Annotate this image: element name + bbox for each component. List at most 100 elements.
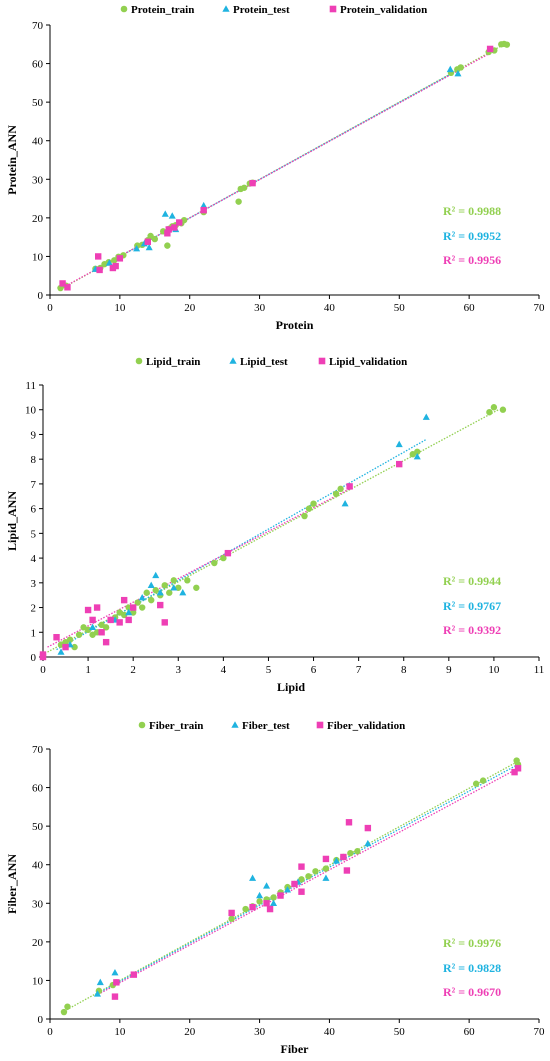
lipid-train-point	[71, 643, 78, 651]
fiber-validation-point	[514, 765, 522, 772]
lipid-validation-point	[125, 616, 132, 624]
fiber-test-point	[93, 990, 102, 997]
lipid-y-tick-label: 0	[31, 652, 37, 664]
fiber-y-tick-label: 30	[32, 898, 44, 910]
fiber-validation-point	[298, 888, 305, 895]
lipid-y-tick-label: 3	[31, 578, 37, 590]
protein-test-trendline	[95, 67, 463, 271]
protein-test-point	[145, 243, 153, 251]
fiber-y-tick-label: 50	[32, 821, 44, 833]
lipid-validation-point	[53, 634, 60, 641]
protein-validation-point	[486, 45, 494, 53]
protein-train-point	[457, 64, 464, 71]
lipid-x-tick-label: 0	[40, 664, 46, 676]
protein-x-tick-label: 20	[184, 302, 196, 314]
protein-y-tick-label: 60	[32, 59, 44, 71]
lipid-train-point	[301, 512, 308, 520]
fiber-x-tick-label: 70	[534, 1026, 546, 1038]
lipid-test-point	[147, 581, 155, 589]
lipid-validation-point	[39, 651, 47, 658]
fiber-validation-point	[277, 892, 284, 899]
lipid-x-tick-label: 5	[266, 664, 272, 676]
lipid-train-point	[152, 587, 159, 594]
lipid-validation-trendline	[47, 488, 350, 648]
fiber-x-tick-label: 0	[47, 1026, 53, 1038]
fiber-legend-test-marker	[231, 721, 239, 728]
fiber-legend-train: Fiber_train	[149, 720, 203, 732]
fiber-test-point	[322, 874, 330, 881]
lipid-y-tick-label: 4	[31, 553, 37, 565]
fiber-test-point	[263, 882, 271, 889]
lipid-train-point	[120, 611, 128, 619]
protein-y-axis-label: Protein_ANN	[5, 125, 19, 195]
fiber-test-point	[256, 891, 264, 899]
lipid-train-point	[166, 589, 173, 596]
protein-validation-point	[164, 230, 171, 237]
fiber-y-tick-label: 40	[32, 860, 44, 872]
fiber-test-point	[332, 857, 340, 864]
lipid-train-point	[310, 500, 317, 507]
lipid-validation-point	[107, 616, 114, 624]
lipid-train-point	[414, 448, 421, 455]
fiber-train-point	[347, 849, 354, 857]
lipid-x-tick-label: 7	[356, 664, 362, 676]
lipid-validation-point	[161, 619, 168, 626]
lipid-x-tick-label: 8	[401, 664, 407, 676]
lipid-train-point	[143, 589, 150, 596]
lipid-test-point	[138, 593, 146, 601]
fiber-train-trendline	[63, 760, 519, 1012]
lipid-y-tick-label: 6	[31, 504, 37, 516]
fiber-validation-point	[340, 853, 347, 861]
fiber-chart: 0 10 20 30 40 50 60 70 0 10 20 30 40 50 60 70 Fiber Fiber…	[5, 720, 545, 1056]
protein-x-tick-label: 70	[534, 302, 546, 314]
fiber-validation-point	[113, 979, 120, 986]
protein-test-point	[200, 201, 208, 209]
lipid-train-point	[66, 636, 74, 643]
lipid-legend-train: Lipid_train	[146, 356, 200, 368]
fiber-train-point	[322, 865, 330, 872]
fiber-test-trendline	[95, 763, 519, 996]
lipid-test-point	[156, 589, 164, 596]
fiber-y-tick-label: 10	[32, 975, 44, 987]
lipid-train-point	[211, 559, 218, 567]
lipid-test-point	[89, 623, 97, 631]
protein-legend-test-marker	[222, 5, 230, 12]
fiber-y-tick-label: 0	[38, 1014, 44, 1026]
lipid-train-point	[499, 406, 507, 413]
protein-train-point	[241, 184, 248, 191]
lipid-train-point	[332, 490, 340, 497]
fiber-validation-point	[228, 909, 235, 917]
fiber-x-tick-label: 20	[184, 1026, 196, 1038]
lipid-train-point	[148, 596, 155, 604]
lipid-train-point	[337, 485, 344, 493]
protein-r2-validation: R² = 0.9956	[443, 253, 501, 267]
protein-x-tick-label: 10	[114, 302, 126, 314]
protein-validation-point	[144, 238, 151, 245]
protein-y-tick-label: 40	[32, 136, 44, 148]
lipid-train-point	[134, 599, 141, 606]
lipid-y-tick-label: 2	[31, 603, 37, 615]
lipid-legend-train-marker	[135, 357, 143, 365]
fiber-test-point	[96, 978, 104, 986]
lipid-y-axis-label: Lipid_ANN	[5, 491, 19, 551]
fiber-train-point	[270, 894, 277, 901]
fiber-test-point	[111, 969, 119, 976]
fiber-train-point	[256, 898, 263, 905]
fiber-train-point	[298, 876, 305, 883]
protein-legend-validation: Protein_validation	[340, 4, 427, 16]
protein-validation-point	[165, 226, 172, 233]
protein-legend-train: Protein_train	[131, 4, 194, 16]
lipid-validation-point	[93, 604, 101, 611]
lipid-train-point	[139, 604, 146, 611]
protein-legend-validation-marker	[329, 5, 337, 13]
fiber-train-point	[354, 848, 361, 855]
protein-test-point	[105, 259, 113, 266]
lipid-test-point	[341, 500, 349, 507]
lipid-train-point	[75, 631, 83, 638]
protein-y-tick-label: 20	[32, 213, 44, 225]
lipid-train-point	[184, 577, 191, 584]
fiber-validation-point	[364, 824, 372, 832]
fiber-train-point	[242, 905, 249, 913]
fiber-validation-point	[263, 900, 270, 907]
fiber-r2-test: R² = 0.9828	[443, 961, 501, 975]
